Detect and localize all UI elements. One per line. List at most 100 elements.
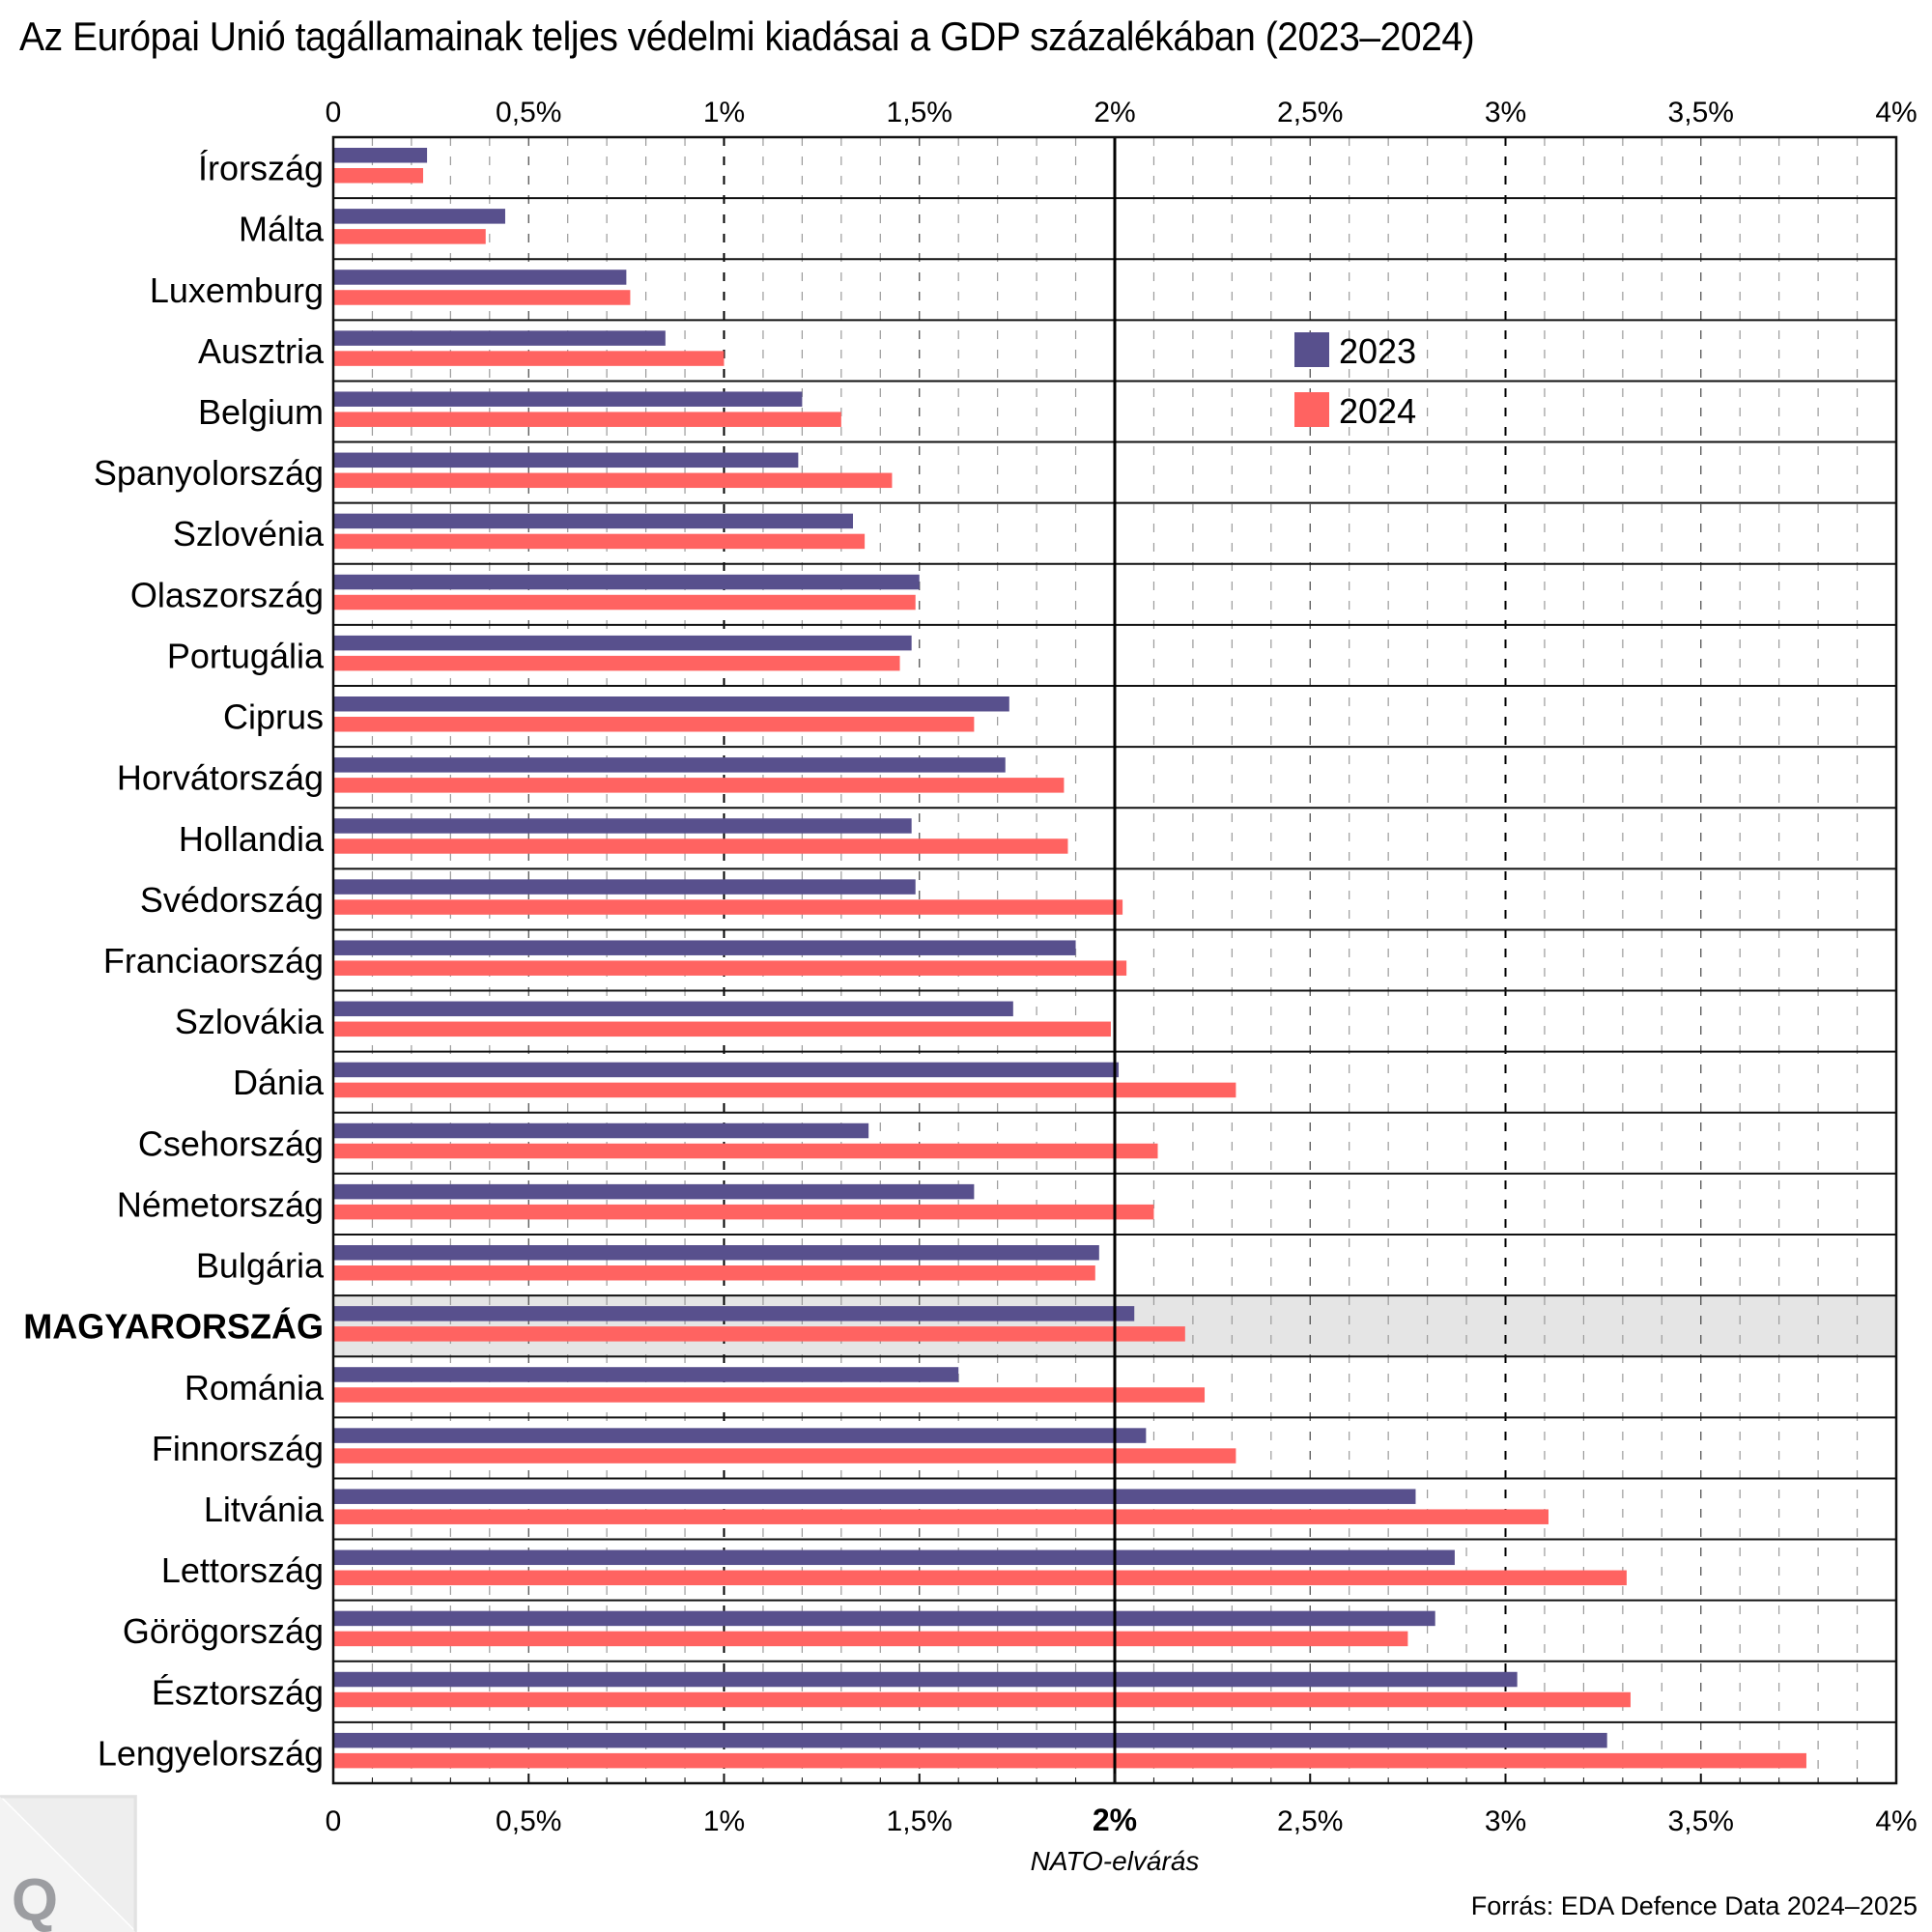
bar-2024	[333, 229, 486, 244]
legend-label-2024: 2024	[1339, 391, 1416, 431]
bar-2023	[333, 818, 912, 834]
category-label: Bulgária	[196, 1246, 325, 1286]
bar-2023	[333, 574, 920, 590]
bar-2023	[333, 1122, 869, 1139]
bar-2024	[333, 168, 424, 184]
bar-2024	[333, 1570, 1627, 1586]
category-label: Luxemburg	[150, 270, 324, 310]
category-label: Csehország	[138, 1123, 324, 1163]
bar-2023	[333, 148, 428, 163]
bar-2023	[333, 1610, 1435, 1627]
category-label: Románia	[185, 1368, 325, 1407]
bar-2024	[333, 899, 1123, 915]
row-separator-layer	[331, 135, 1898, 1785]
bar-2023	[333, 270, 627, 285]
grid-layer	[371, 137, 1859, 1783]
bar-2023	[333, 330, 666, 346]
legend-swatch-2023	[1294, 332, 1329, 367]
category-label: Málta	[239, 210, 325, 249]
bar-2024	[333, 290, 631, 305]
category-label: Lengyelország	[98, 1733, 324, 1773]
category-label: Belgium	[198, 392, 324, 432]
chart-title: Az Európai Unió tagállamainak teljes véd…	[19, 14, 1475, 59]
bar-2024	[333, 533, 866, 550]
bar-layer	[333, 148, 1806, 1769]
category-label: MAGYARORSZÁG	[23, 1307, 324, 1347]
bar-2023	[333, 452, 799, 469]
bar-2023	[333, 209, 505, 224]
bar-2024	[333, 1143, 1158, 1159]
x-tick-label-bottom: 3,5%	[1668, 1805, 1734, 1837]
bar-2024	[333, 778, 1065, 793]
source-note: Forrás: EDA Defence Data 2024–2025	[1471, 1891, 1918, 1920]
nato-annotation: NATO-elvárás	[1031, 1846, 1200, 1876]
legend-swatch-2024	[1294, 392, 1329, 427]
bar-2023	[333, 513, 853, 529]
category-label: Franciaország	[103, 941, 324, 980]
category-label: Olaszország	[130, 575, 324, 614]
bar-2024	[333, 1326, 1185, 1342]
category-label-layer: Írország Málta Luxemburg Ausztria Belgium Spa…	[23, 149, 325, 1774]
bar-2023	[333, 1306, 1135, 1321]
bar-2023	[333, 1732, 1607, 1748]
bar-2024	[333, 1509, 1548, 1524]
x-tick-label-bottom: 0,5%	[496, 1805, 561, 1837]
bar-2023	[333, 1489, 1416, 1504]
logo: Q	[0, 1795, 137, 1932]
bar-2024	[333, 1265, 1095, 1281]
bar-2023	[333, 757, 1006, 773]
x-tick-label-top: 0	[326, 97, 342, 128]
bar-2024	[333, 960, 1127, 976]
x-tick-label-top: 1%	[703, 97, 745, 128]
bar-2023	[333, 940, 1076, 955]
bar-2024	[333, 351, 724, 366]
legend-label-2023: 2023	[1339, 331, 1416, 371]
category-label: Hollandia	[179, 819, 325, 859]
bar-2024	[333, 594, 916, 611]
category-label: Írország	[198, 149, 324, 188]
bar-2023	[333, 879, 916, 895]
bar-2023	[333, 1367, 959, 1382]
x-tick-label-bottom: 3%	[1485, 1805, 1526, 1837]
bar-2024	[333, 1631, 1408, 1647]
bar-2023	[333, 1183, 975, 1200]
bar-2023	[333, 1671, 1518, 1688]
logo-corner-lower	[0, 1797, 135, 1932]
bar-2024	[333, 412, 841, 427]
category-label: Portugália	[167, 636, 325, 675]
category-label: Szlovénia	[173, 514, 325, 554]
x-tick-label-bottom: 1%	[703, 1805, 745, 1837]
category-label: Ciprus	[223, 697, 324, 737]
bar-2023	[333, 635, 912, 651]
x-tick-label-top: 2,5%	[1277, 97, 1343, 128]
category-label: Németország	[117, 1184, 324, 1224]
bar-2024	[333, 1448, 1236, 1463]
bar-2023	[333, 1428, 1147, 1443]
bar-2023	[333, 391, 803, 407]
x-tick-label-top: 1,5%	[887, 97, 952, 128]
category-label: Görögország	[123, 1611, 324, 1651]
x-tick-label-bottom: 0	[326, 1805, 342, 1837]
bar-2024	[333, 1204, 1154, 1220]
category-label: Spanyolország	[94, 453, 324, 493]
legend: 2023 2024	[1294, 331, 1416, 431]
x-tick-label-top: 3,5%	[1668, 97, 1734, 128]
bar-2023	[333, 1001, 1013, 1017]
bar-2024	[333, 1021, 1111, 1037]
bar-2024	[333, 838, 1068, 854]
category-label: Litvánia	[204, 1490, 325, 1529]
category-label: Lettország	[161, 1550, 324, 1590]
category-label: Észtország	[152, 1672, 324, 1712]
x-tick-label-top: 2%	[1094, 97, 1135, 128]
bar-2023	[333, 696, 1009, 712]
x-tick-label-top: 3%	[1485, 97, 1526, 128]
bar-2024	[333, 472, 893, 489]
category-label: Dánia	[233, 1063, 325, 1102]
axis-layer: 0 0 0,5% 0,5% 1% 1% 1,5% 1,5% 2% 2% 2,5% 2,5% 3% 3% 3,…	[326, 97, 1918, 1837]
bar-2024	[333, 1691, 1631, 1708]
category-label: Finnország	[152, 1429, 324, 1468]
category-label: Ausztria	[198, 331, 325, 371]
bar-2023	[333, 1062, 1120, 1078]
bar-2024	[333, 1387, 1206, 1403]
